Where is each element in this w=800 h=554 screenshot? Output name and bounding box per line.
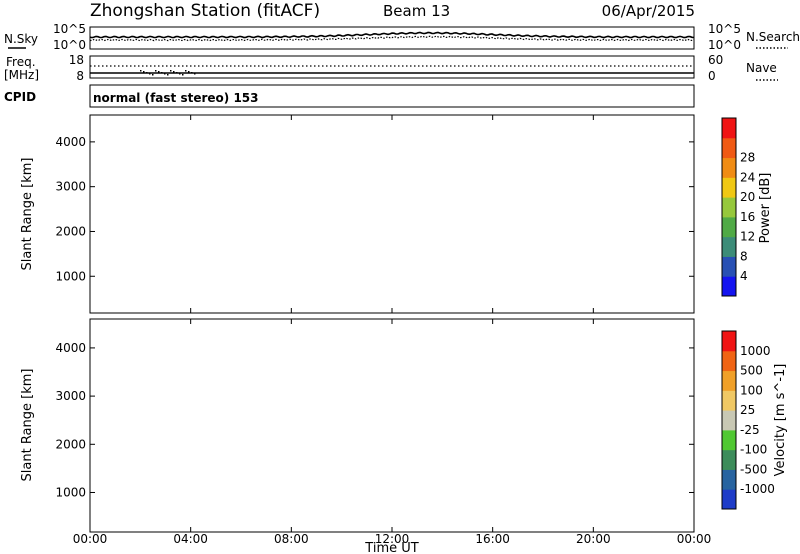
nave-axis-top: 60: [708, 53, 723, 67]
freq-dot: [182, 74, 184, 76]
freq-unit: [MHz]: [4, 68, 39, 82]
freq-dot: [173, 71, 175, 73]
colorbar-tick-label: 8: [740, 249, 748, 263]
power-panel-frame: [89, 114, 695, 314]
nsearch-axis-bottom: 10^0: [708, 38, 741, 52]
freq-dot: [179, 73, 181, 75]
nsearch-line: [89, 35, 695, 42]
nsky-line: [89, 31, 695, 39]
freq-dot: [158, 71, 160, 73]
nsearch-axis-top: 10^5: [708, 22, 741, 36]
colorbar-segment: [722, 157, 736, 178]
colorbar-tick-label: 12: [740, 230, 755, 244]
y-tick-label: 3000: [55, 180, 86, 194]
freq-axis-top: 18: [69, 53, 84, 67]
colorbar-segment: [722, 236, 736, 257]
cpid-text: normal (fast stereo) 153: [93, 91, 259, 105]
y-tick-label: 1000: [55, 269, 86, 283]
freq-dot: [140, 70, 142, 72]
freq-dot: [188, 71, 190, 73]
cpid-label: CPID: [4, 90, 36, 104]
colorbar-segment: [722, 216, 736, 238]
y-tick-label: 4000: [55, 135, 86, 149]
cpid-panel: [89, 84, 695, 108]
colorbar-tick-label: 4: [740, 269, 748, 283]
colorbar-segment: [722, 137, 736, 159]
freq-dot: [164, 73, 166, 75]
freq-trace: [90, 65, 694, 76]
power-y-axis: 1000 2000 3000 4000: [55, 135, 694, 283]
freq-panel: [89, 55, 695, 79]
power-ylabel: Slant Range [km]: [20, 158, 35, 271]
nsky-panel: [89, 26, 695, 50]
station-title: Zhongshan Station (fitACF): [90, 1, 320, 21]
freq-dot: [167, 74, 169, 76]
nsky-label: N.Sky: [4, 32, 38, 46]
colorbar-frame: [721, 117, 737, 297]
colorbar-segment: [722, 197, 736, 218]
freq-dot: [152, 74, 154, 76]
colorbar-segment: [722, 118, 736, 139]
date-label: 06/Apr/2015: [602, 2, 695, 20]
freq-dot: [185, 70, 187, 72]
freq-dot: [149, 73, 151, 75]
freq-dot: [170, 70, 172, 72]
colorbar-tick-label: 28: [740, 151, 755, 165]
nave-label: Nave: [746, 61, 777, 75]
colorbar-segment: [722, 177, 736, 198]
colorbar-tick-label: 16: [740, 210, 755, 224]
freq-dot: [161, 72, 163, 74]
freq-axis-bottom: 8: [76, 69, 84, 83]
colorbar-segment: [722, 276, 736, 297]
freq-dot: [191, 72, 193, 74]
freq-label: Freq.: [6, 55, 36, 69]
freq-dot: [176, 72, 178, 74]
freq-dot: [155, 70, 157, 72]
colorbar-tick-label: 20: [740, 190, 755, 204]
power-colorbar: 4 8 12 16 20 24 28: [721, 117, 755, 297]
freq-dot: [143, 71, 145, 73]
nsky-trace: [89, 31, 695, 42]
nsky-axis-top: 10^5: [53, 22, 86, 36]
nave-axis-bottom: 0: [708, 69, 716, 83]
beam-label: Beam 13: [383, 2, 450, 20]
nsky-axis-bottom: 10^0: [53, 38, 86, 52]
power-colorbar-label: Power [dB]: [758, 173, 773, 244]
nsearch-label: N.Search: [746, 30, 800, 44]
y-tick-label: 2000: [55, 224, 86, 238]
colorbar-segment: [722, 256, 736, 277]
colorbar-tick-label: 24: [740, 170, 755, 184]
freq-dot: [146, 72, 148, 74]
freq-dot: [194, 73, 196, 75]
